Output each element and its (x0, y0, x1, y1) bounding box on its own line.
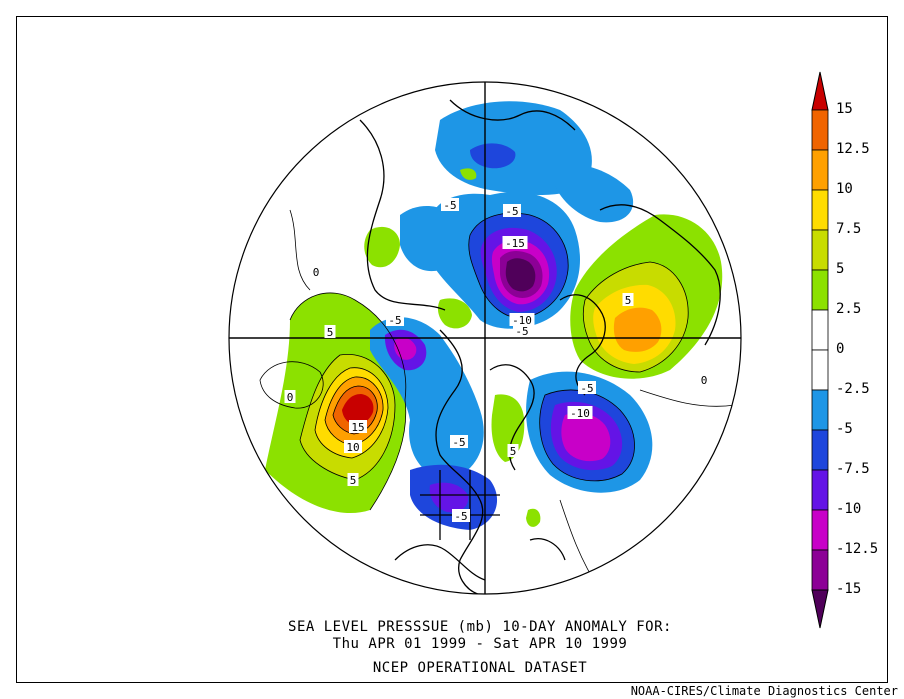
contour-label: -5 (388, 314, 401, 327)
contour-label: 5 (510, 445, 517, 458)
contour-label: 5 (327, 326, 334, 339)
contour-label-background (578, 381, 596, 394)
colorbar-tick-label: -7.5 (836, 461, 870, 477)
title-line-2: Thu APR 01 1999 - Sat APR 10 1999 (332, 636, 628, 652)
colorbar (811, 71, 829, 629)
contour-label: 5 (350, 474, 357, 487)
contour-label-background (513, 324, 531, 337)
colorbar-tick-label: 2.5 (836, 301, 862, 317)
colorbar-tick-label: 5 (836, 261, 845, 277)
contour-label-background (324, 325, 336, 338)
colorbar-tick-label: 7.5 (836, 221, 862, 237)
contour-label: -15 (505, 237, 525, 250)
contour-label-background (503, 204, 521, 217)
title-line-1: SEA LEVEL PRESSSUE (mb) 10-DAY ANOMALY F… (288, 619, 672, 635)
colorbar-top-arrow (811, 71, 829, 111)
contour-label-background (502, 236, 528, 249)
colorbar-bottom-arrow (811, 589, 829, 629)
contour-label: 0 (287, 391, 294, 404)
contour-label-background (452, 509, 470, 522)
contour-label-background (284, 390, 296, 403)
contour-label-background (698, 373, 710, 386)
credit-text: NOAA-CIRES/Climate Diagnostics Center (630, 684, 898, 698)
contour-label: 5 (625, 294, 632, 307)
contour-label-background (507, 444, 519, 457)
contour-label: -10 (570, 407, 590, 420)
contour-label: -5 (580, 382, 593, 395)
contour-label: -5 (452, 436, 465, 449)
contour-label-background (509, 313, 535, 326)
contour-label-background (349, 420, 367, 433)
colorbar-tick-label: -5 (836, 421, 853, 437)
contour-label: 10 (346, 441, 359, 454)
colorbar-tick-label: 0 (836, 341, 845, 357)
colorbar-tick-label: -2.5 (836, 381, 870, 397)
contour-label-background (344, 440, 362, 453)
contour-label-background (310, 265, 322, 278)
contour-label-background (450, 435, 468, 448)
colorbar-segment (811, 109, 829, 151)
contour-label-background (622, 293, 634, 306)
contour-label-background (386, 313, 404, 326)
title-line-3: NCEP OPERATIONAL DATASET (372, 660, 588, 676)
colorbar-segment (811, 229, 829, 271)
colorbar-segment (811, 269, 829, 311)
colorbar-tick-label: 10 (836, 181, 853, 197)
colorbar-segment (811, 509, 829, 551)
colorbar-tick-label: -10 (836, 501, 862, 517)
colorbar-segment (811, 549, 829, 591)
colorbar-segment (811, 389, 829, 431)
colorbar-segment (811, 189, 829, 231)
colorbar-tick-label: 15 (836, 101, 853, 117)
colorbar-segment (811, 349, 829, 391)
contour-label: -5 (505, 205, 518, 218)
colorbar-segment (811, 469, 829, 511)
colorbar-tick-label: -12.5 (836, 541, 879, 557)
contour-label: -10 (512, 314, 532, 327)
contour-label: -5 (515, 325, 528, 338)
contour-label: -5 (443, 199, 456, 212)
contour-label: -5 (454, 510, 467, 523)
colorbar-tick-label: 12.5 (836, 141, 870, 157)
contour-label-background (347, 473, 359, 486)
colorbar-tick-label: -15 (836, 581, 862, 597)
contour-label-background (441, 198, 459, 211)
colorbar-segment (811, 429, 829, 471)
plot-frame (16, 16, 888, 683)
contour-label: 15 (351, 421, 364, 434)
contour-label: 0 (701, 374, 708, 387)
contour-label: 0 (313, 266, 320, 279)
colorbar-segment (811, 309, 829, 351)
colorbar-segment (811, 149, 829, 191)
contour-label-background (567, 406, 593, 419)
negative-anomaly-arctic (430, 191, 580, 329)
